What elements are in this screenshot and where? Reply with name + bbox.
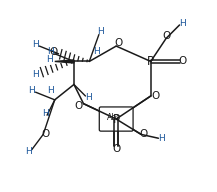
Text: O: O [50, 47, 58, 57]
Text: H: H [32, 70, 39, 79]
Text: H: H [158, 134, 165, 143]
Polygon shape [55, 60, 74, 63]
Text: O: O [41, 129, 49, 139]
Text: O: O [151, 91, 160, 101]
Text: O: O [112, 144, 120, 154]
Text: H: H [48, 86, 54, 95]
Text: H: H [25, 147, 32, 156]
Text: H: H [47, 55, 53, 64]
Text: P: P [147, 55, 154, 68]
Text: P: P [113, 113, 120, 126]
Text: O: O [139, 129, 147, 139]
Text: O: O [162, 31, 170, 41]
Text: O: O [179, 56, 187, 66]
Text: H: H [85, 94, 92, 102]
Text: H: H [32, 40, 39, 49]
Text: H: H [48, 47, 54, 56]
Text: H: H [28, 86, 35, 95]
Text: H: H [42, 109, 49, 118]
Text: O: O [114, 38, 122, 48]
Text: O: O [75, 101, 83, 111]
Text: H: H [179, 20, 186, 28]
Text: Abs: Abs [107, 113, 121, 122]
FancyBboxPatch shape [99, 107, 133, 131]
Text: H: H [94, 47, 100, 56]
Text: H: H [97, 27, 104, 36]
